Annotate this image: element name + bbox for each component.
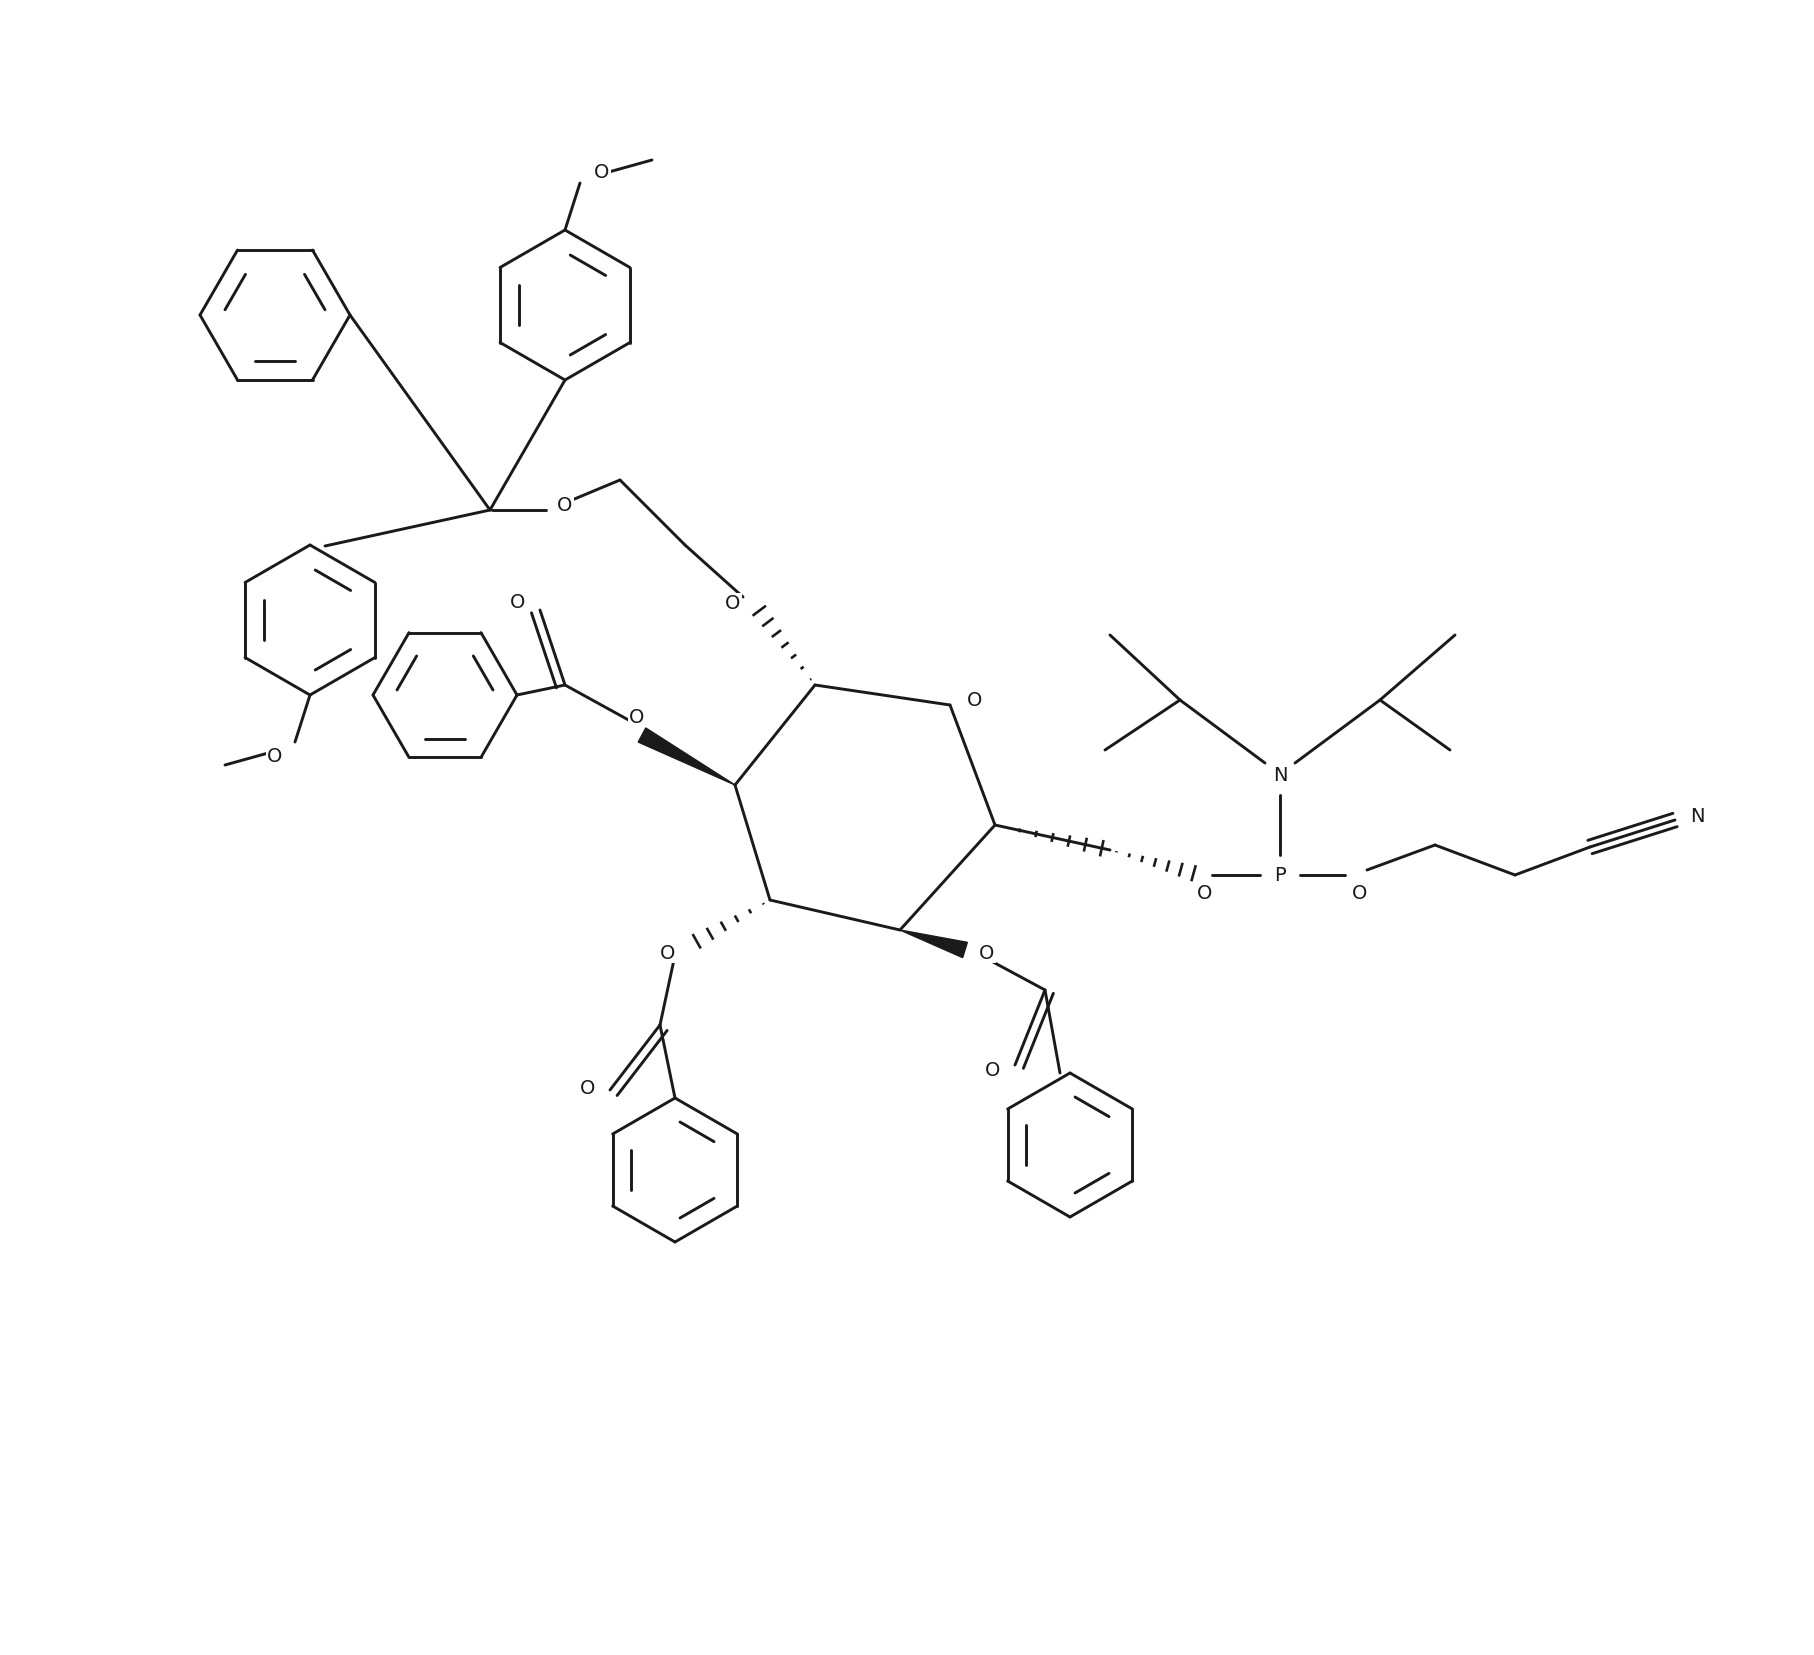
Text: O: O <box>1351 884 1368 904</box>
Text: O: O <box>580 1079 595 1097</box>
Text: O: O <box>1197 884 1214 904</box>
Text: O: O <box>510 592 526 612</box>
Text: O: O <box>980 943 994 963</box>
Text: O: O <box>557 496 573 515</box>
Text: O: O <box>267 746 283 765</box>
Text: N: N <box>1691 808 1703 826</box>
Polygon shape <box>900 930 967 958</box>
Text: O: O <box>967 692 983 710</box>
Polygon shape <box>639 728 735 786</box>
Text: O: O <box>629 708 644 727</box>
Text: O: O <box>660 943 675 963</box>
Text: P: P <box>1273 866 1286 885</box>
Text: O: O <box>985 1061 1001 1079</box>
Text: O: O <box>595 164 610 182</box>
Text: O: O <box>726 594 740 612</box>
Text: N: N <box>1273 766 1288 784</box>
